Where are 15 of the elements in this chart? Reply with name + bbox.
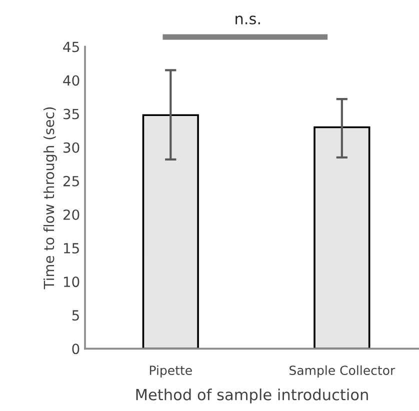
- x-tick-label: Sample Collector: [290, 365, 396, 378]
- x-axis-title: Method of sample introduction: [136, 388, 368, 404]
- y-tick-label: 5: [72, 310, 79, 321]
- y-tick-label: 35: [64, 108, 79, 120]
- y-axis-title: Time to flow through (sec): [43, 107, 57, 290]
- y-tick-label: 15: [64, 243, 79, 254]
- y-tick-label: 45: [63, 42, 79, 52]
- y-tick-label: 0: [72, 344, 80, 354]
- y-tick-label: 20: [63, 209, 80, 220]
- text: n.s.: [236, 16, 260, 24]
- x-tick-label: Pipette: [150, 365, 192, 378]
- y-tick-label: 10: [64, 276, 80, 288]
- y-tick-label: 25: [63, 176, 79, 186]
- y-tick-label: 40: [63, 75, 80, 86]
- y-tick-label: 30: [64, 142, 80, 153]
